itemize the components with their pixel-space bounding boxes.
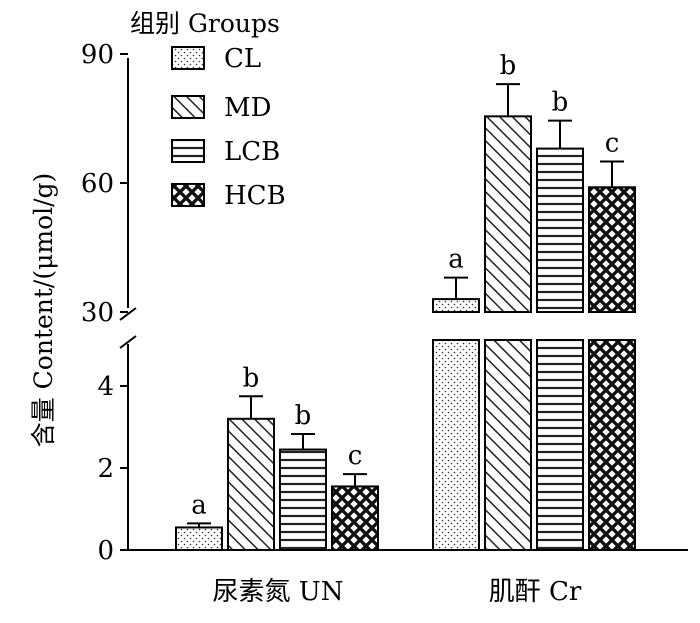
bar [227, 417, 275, 551]
significance-letter: b [552, 88, 569, 118]
bar [279, 448, 327, 551]
y-tick-label: 90 [81, 40, 114, 70]
significance-letter: b [295, 401, 312, 431]
y-axis-label: 含量 Content/(μmol/g) [29, 173, 58, 448]
bar-lower-part [484, 339, 532, 551]
x-category-label: 肌酐 Cr [489, 577, 582, 607]
bar [484, 115, 532, 313]
axes: 30 60 90 0 2 4 尿素氮 UN 肌酐 Cr [81, 40, 688, 607]
significance-letter: c [348, 441, 363, 471]
significance-letter: c [605, 129, 620, 159]
legend-label: LCB [224, 137, 280, 167]
x-category-label: 尿素氮 UN [213, 577, 344, 607]
legend: CL MD LCB HCB [171, 44, 286, 211]
significance-letter: b [500, 51, 517, 81]
significance-letter: a [448, 245, 464, 275]
y-tick-label: 30 [81, 298, 114, 328]
legend-title: 组别 Groups [130, 9, 280, 38]
bar [331, 485, 379, 552]
axis-break-mark [119, 335, 137, 349]
bar-lower-part [432, 339, 480, 551]
legend-swatch [171, 183, 205, 207]
bars-group: a a b b b b c c [175, 51, 636, 552]
bar [432, 298, 480, 314]
bar [588, 186, 636, 313]
significance-letter: a [191, 490, 207, 520]
y-tick-label: 2 [97, 454, 114, 484]
axis-break-mark [119, 307, 137, 321]
legend-swatch [171, 139, 205, 163]
legend-label: CL [224, 44, 261, 74]
bar [175, 526, 223, 552]
y-tick-label: 0 [97, 536, 114, 566]
legend-label: MD [224, 93, 271, 123]
bar-lower-part [536, 339, 584, 551]
bar-lower-part [588, 339, 636, 551]
bar [536, 147, 584, 313]
significance-letter: b [243, 363, 260, 393]
legend-label: HCB [224, 181, 286, 211]
legend-swatch [171, 95, 205, 119]
y-tick-label: 60 [81, 169, 114, 199]
legend-swatch [171, 46, 205, 70]
y-tick-label: 4 [97, 372, 114, 402]
